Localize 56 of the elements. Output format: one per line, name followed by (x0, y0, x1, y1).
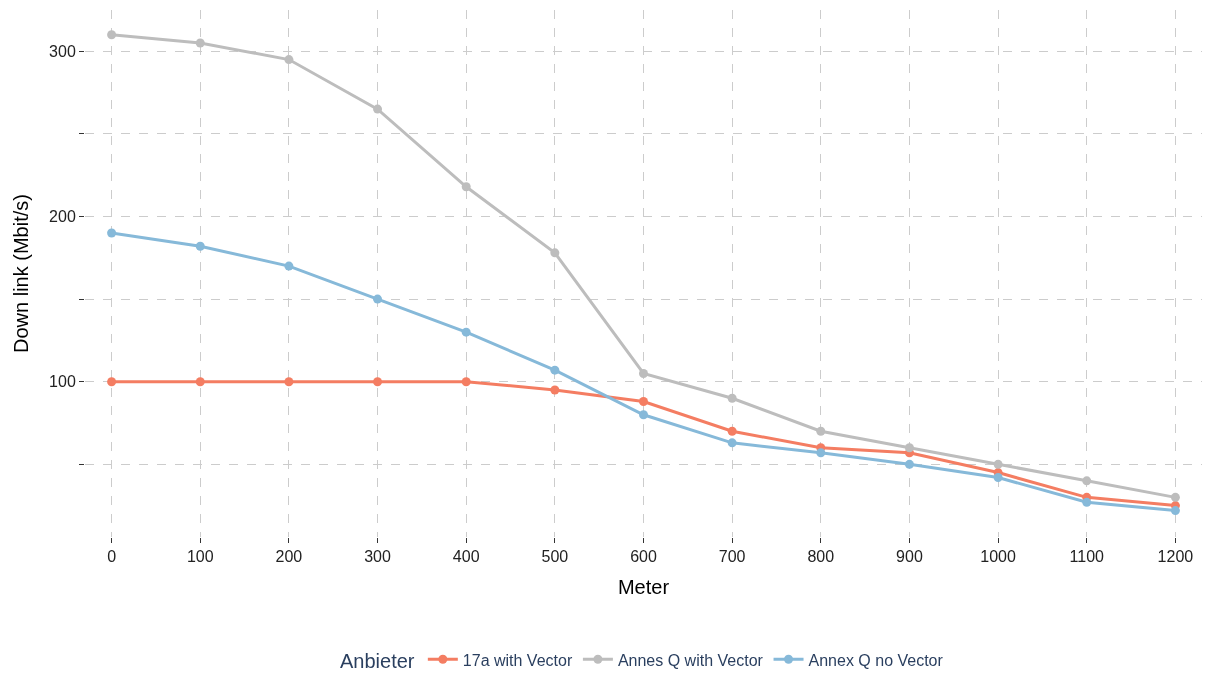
legend-label: Annex Q no Vector (808, 651, 944, 669)
x-tick-label: 300 (364, 548, 391, 566)
point (1170, 492, 1180, 502)
point (461, 182, 471, 192)
point (904, 443, 914, 453)
x-tick-label: 1200 (1157, 548, 1194, 566)
point (107, 377, 117, 387)
point (1082, 497, 1092, 507)
y-axis-title: Down link (Mbit/s) (9, 194, 32, 353)
point (284, 377, 294, 387)
x-tick-label: 1100 (1069, 548, 1105, 566)
x-tick-label: 500 (541, 548, 569, 566)
point (284, 55, 294, 65)
point (373, 104, 383, 114)
point (1170, 506, 1180, 516)
y-tick-label: 200 (49, 208, 76, 226)
point (461, 327, 471, 337)
point (727, 438, 737, 448)
point (639, 368, 648, 378)
x-tick-label: 100 (186, 548, 214, 566)
x-tick-label: 800 (807, 548, 835, 566)
point (195, 377, 205, 387)
x-tick-label: 200 (275, 548, 303, 566)
point (284, 261, 294, 271)
y-tick-label: 100 (49, 373, 76, 391)
point (904, 459, 914, 469)
point (639, 397, 648, 407)
x-tick-label: 400 (452, 548, 480, 566)
point (639, 410, 648, 420)
y-tick-label: 300 (49, 42, 76, 60)
x-tick-label: 1000 (980, 548, 1016, 566)
x-tick-label: 900 (896, 548, 923, 566)
point (727, 393, 737, 403)
point (107, 30, 117, 40)
point (550, 248, 560, 258)
x-tick-label: 0 (107, 548, 117, 566)
point (373, 377, 383, 387)
point (107, 228, 117, 238)
x-tick-label: 700 (718, 548, 746, 566)
legend-label: Annes Q with Vector (617, 651, 764, 669)
x-tick-label: 600 (630, 548, 657, 566)
point (993, 473, 1003, 483)
point (727, 426, 737, 436)
point (816, 426, 826, 436)
point (550, 365, 560, 375)
point (195, 38, 205, 48)
point (195, 241, 205, 251)
point (993, 459, 1003, 469)
point (550, 385, 560, 395)
legend-title: Anbieter (340, 650, 415, 673)
point (816, 448, 826, 458)
legend-label: 17a with Vector (462, 651, 573, 669)
point (1082, 476, 1092, 486)
x-axis-title: Meter (617, 575, 670, 598)
point (461, 377, 471, 387)
point (373, 294, 383, 304)
